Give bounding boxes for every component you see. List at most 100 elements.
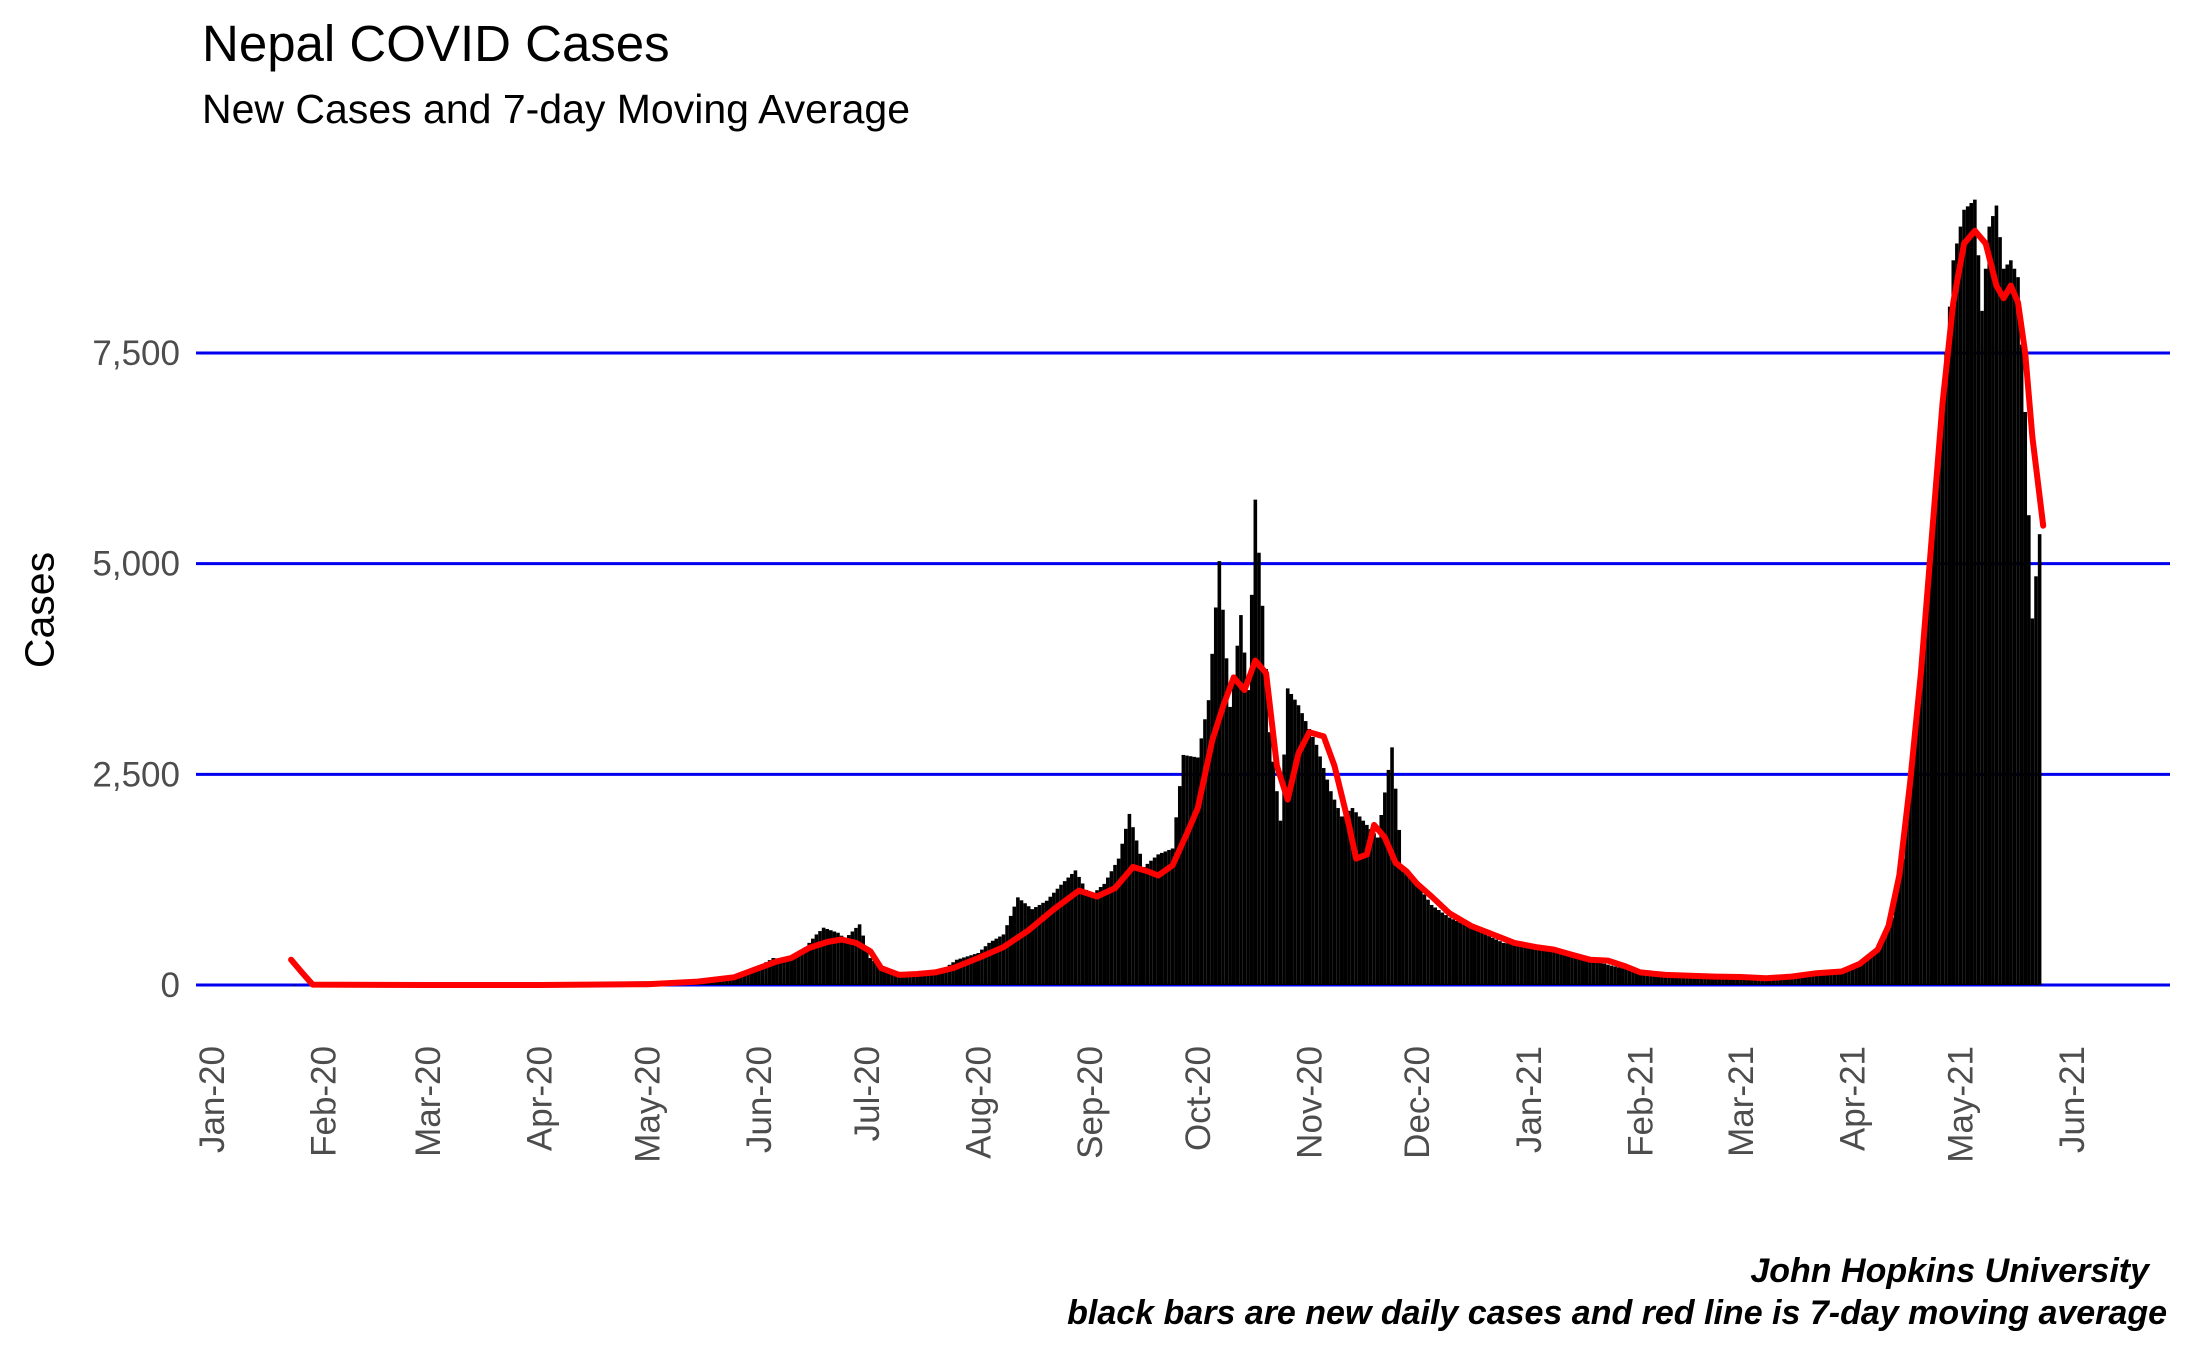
bar-2020-10-24 (1278, 820, 1283, 985)
bar-fill (1487, 936, 1491, 985)
bar-fill (861, 935, 865, 985)
bar-fill (1026, 906, 1031, 985)
bar-fill (825, 928, 830, 985)
bar-2020-01-24 (292, 984, 297, 986)
bar-fill (1678, 976, 1682, 985)
bar-fill (1645, 973, 1650, 985)
bar-fill (1660, 975, 1664, 985)
bar-fill (951, 962, 955, 985)
x-axis-ticks: Jan-20 Feb-20 Mar-20 Apr-20 May-20 Jun-20 Jul-… (193, 1046, 2092, 1163)
bar-2020-10-21 (1267, 732, 1272, 985)
bar-2020-07-12 (904, 974, 909, 985)
bar-fill (1991, 216, 1995, 986)
bar-fill (1494, 939, 1499, 985)
bar-fill (1685, 976, 1689, 985)
moving-average-line-group (288, 227, 2047, 988)
bar-fill (1886, 926, 1891, 985)
bar-2021-05-17 (2016, 277, 2020, 985)
bar-fill (1124, 828, 1128, 985)
bar-fill (1947, 306, 1952, 985)
chart-subtitle: New Cases and 7-day Moving Average (202, 86, 911, 132)
bar-fill (1386, 769, 1391, 985)
x-tick-label: Jun-20 (740, 1046, 779, 1153)
bar-2020-09-05 (1102, 883, 1107, 985)
bar-2021-04-09 (1879, 942, 1884, 985)
bar-2020-06-29 (857, 924, 862, 985)
bar-fill (1598, 962, 1603, 985)
bar-fill (1357, 816, 1362, 985)
bar-fill (1210, 653, 1214, 985)
bar-fill (1595, 961, 1599, 985)
bar-fill (1616, 967, 1621, 985)
bar-2020-12-10 (1447, 917, 1452, 985)
bar-fill (1634, 971, 1639, 985)
bar-fill (1293, 699, 1297, 985)
bar-fill (1624, 968, 1628, 985)
bar-2020-11-07 (1329, 791, 1333, 985)
bar-fill (1670, 975, 1675, 985)
bar-fill (1537, 947, 1542, 985)
bar-2020-11-27 (1401, 871, 1405, 985)
bar-fill (1573, 956, 1578, 985)
bar-fill (965, 956, 970, 985)
x-tick-label: Oct-20 (1179, 1046, 1218, 1151)
bar-fill (1717, 977, 1722, 985)
bar-2020-10-29 (1296, 705, 1301, 985)
bar-fill (1602, 963, 1607, 985)
bar-fill (1048, 896, 1053, 985)
bar-2020-08-01 (976, 952, 981, 985)
bar-2020-09-27 (1181, 754, 1186, 985)
bar-fill (1070, 873, 1074, 985)
bar-fill (1919, 664, 1923, 985)
bar-2021-02-01 (1638, 972, 1643, 985)
daily-cases-bars (292, 199, 2042, 986)
bar-2021-03-22 (1814, 974, 1819, 985)
bar-fill (1480, 932, 1484, 985)
bar-2020-10-19 (1260, 605, 1265, 985)
bar-fill (1005, 925, 1009, 985)
bar-fill (1336, 808, 1340, 985)
bar-fill (1793, 977, 1797, 985)
bar-fill (728, 976, 732, 985)
bar-fill (990, 940, 995, 985)
bar-fill (793, 956, 797, 985)
bar-fill (1760, 978, 1765, 985)
bar-2021-01-01 (1526, 945, 1531, 985)
bar-fill (1771, 978, 1776, 985)
bar-fill (1785, 978, 1790, 985)
bar-fill (1523, 945, 1527, 985)
bar-fill (1174, 817, 1178, 985)
bar-fill (1940, 403, 1945, 985)
bar-2020-10-26 (1285, 688, 1290, 985)
bar-fill (1649, 973, 1653, 985)
bar-fill (1580, 958, 1585, 985)
bar-2020-06-17 (814, 934, 819, 985)
bar-2021-05-19 (2023, 411, 2028, 985)
bar-fill (1462, 924, 1466, 985)
bar-2021-05-13 (2001, 268, 2006, 985)
bar-fill (1821, 973, 1826, 985)
bar-2021-05-02 (1962, 209, 1966, 985)
y-tick-label: 7,500 (92, 334, 180, 373)
bar-fill (994, 938, 999, 985)
bar-fill (1674, 976, 1679, 985)
bar-fill (915, 973, 919, 985)
bar-2020-11-03 (1314, 744, 1319, 985)
bar-2020-10-04 (1206, 700, 1211, 985)
bar-fill (1965, 206, 1970, 986)
bar-fill (2034, 576, 2038, 985)
x-tick-label: Sep-20 (1071, 1046, 1110, 1159)
bar-fill (1490, 937, 1495, 985)
bar-fill (1152, 857, 1157, 985)
bar-fill (1203, 719, 1207, 985)
bar-fill (1562, 954, 1567, 985)
bar-2020-06-25 (843, 938, 847, 985)
bar-fill (1667, 975, 1671, 985)
bar-fill (1091, 893, 1096, 985)
bar-2021-03-15 (1789, 978, 1794, 985)
bar-fill (1023, 903, 1027, 985)
bar-fill (1767, 978, 1772, 985)
bar-fill (1451, 919, 1455, 985)
bar-fill (1904, 824, 1909, 985)
